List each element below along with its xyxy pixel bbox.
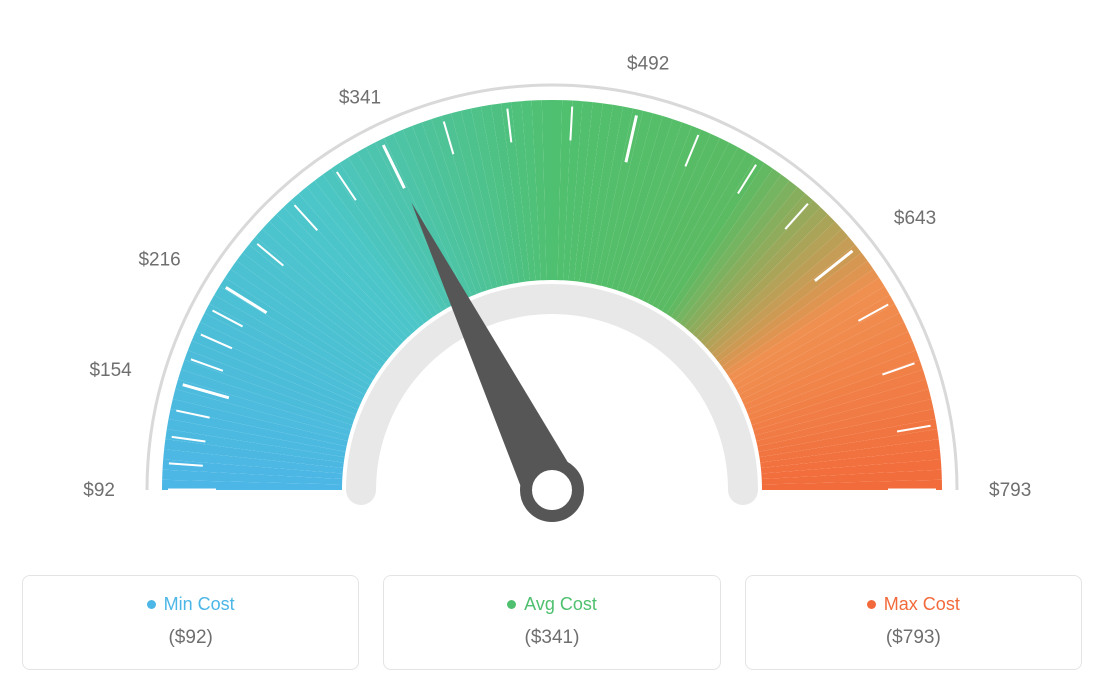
tick-label: $643 (894, 208, 936, 229)
legend-title-avg: Avg Cost (507, 594, 597, 615)
legend-title-min: Min Cost (147, 594, 235, 615)
gauge-svg: $92 $154 $216 $341 $492 $643 $793 (22, 20, 1082, 550)
tick-label: $154 (89, 360, 132, 381)
cost-gauge: $92 $154 $216 $341 $492 $643 $793 (22, 20, 1082, 555)
tick-label: $341 (339, 87, 381, 108)
legend-title-text: Avg Cost (524, 594, 597, 615)
tick-label: $793 (989, 480, 1031, 501)
legend-value-avg: ($341) (394, 627, 709, 649)
tick-label: $216 (138, 249, 180, 270)
dot-icon (867, 600, 876, 609)
dot-icon (147, 600, 156, 609)
tick-label: $492 (627, 54, 669, 75)
gauge-hub (526, 464, 578, 516)
legend-value-min: ($92) (33, 627, 348, 649)
legend-title-max: Max Cost (867, 594, 960, 615)
tick-label: $92 (83, 480, 115, 501)
legend-card-max: Max Cost ($793) (745, 575, 1082, 670)
legend-card-min: Min Cost ($92) (22, 575, 359, 670)
dot-icon (507, 600, 516, 609)
legend-title-text: Min Cost (164, 594, 235, 615)
legend-value-max: ($793) (756, 627, 1071, 649)
legend-row: Min Cost ($92) Avg Cost ($341) Max Cost … (22, 575, 1082, 670)
legend-title-text: Max Cost (884, 594, 960, 615)
legend-card-avg: Avg Cost ($341) (383, 575, 720, 670)
